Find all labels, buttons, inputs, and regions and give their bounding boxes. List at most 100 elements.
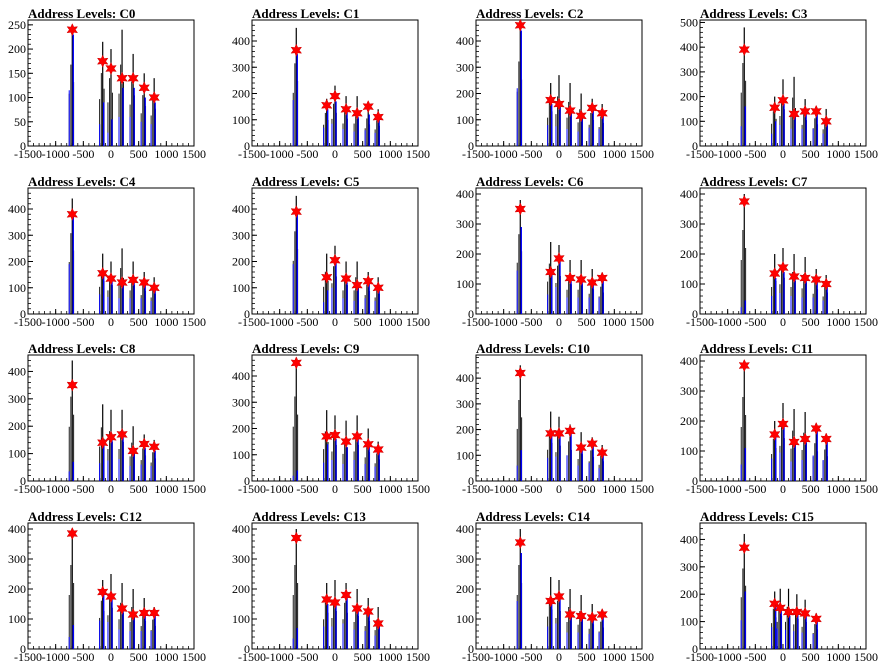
peak-marker [788,269,800,284]
peak-marker [290,356,303,370]
y-tick-label: 200 [680,247,698,261]
peak-marker [768,266,781,281]
chart-title: Address Levels: C9 [252,341,360,356]
peak-marker [544,426,557,441]
x-tick-label: -500 [72,482,94,496]
peak-marker [127,71,139,85]
x-tick-label: 0 [780,482,786,496]
peak-marker [340,102,352,116]
peak-marker [777,417,789,431]
y-tick-label: 400 [456,371,474,385]
x-tick-label: -1000 [42,650,70,664]
peak-marker [553,251,565,266]
x-tick-label: 500 [578,315,596,329]
peak-marker [116,275,128,290]
y-tick-label: 400 [8,202,26,216]
x-tick-label: 0 [108,650,114,664]
x-tick-label: -500 [744,482,766,496]
y-tick-label: 400 [8,364,26,378]
x-tick-label: 1000 [378,315,402,329]
y-tick-label: 0 [692,474,698,488]
x-tick-label: 0 [332,482,338,496]
x-tick-label: 1000 [602,315,626,329]
y-tick-label: 400 [232,369,250,383]
peak-marker [138,81,150,95]
peak-marker [372,281,384,295]
y-tick-label: 300 [680,65,698,79]
peak-marker [564,424,576,438]
chart-title: Address Levels: C14 [476,509,590,524]
x-tick-label: 500 [130,482,148,496]
x-tick-label: -1000 [42,482,70,496]
y-tick-label: 0 [692,139,698,153]
peak-marker [738,194,751,209]
x-tick-label: 1500 [630,147,654,161]
peak-marker [544,93,557,107]
chart-2: Address Levels: C2 0 100 200 300 400 -1500 -100… [456,6,654,161]
y-tick-label: 150 [8,66,26,80]
x-tick-label: -500 [72,650,94,664]
y-tick-label: 100 [232,448,250,462]
x-tick-label: 500 [354,315,372,329]
y-tick-label: 400 [232,202,250,216]
peak-marker [564,103,576,118]
x-tick-label: 1000 [154,650,178,664]
y-tick-label: 100 [232,612,250,626]
chart-title: Address Levels: C6 [476,174,584,189]
peak-marker [586,275,598,290]
y-tick-label: 0 [20,474,26,488]
peak-marker [96,585,109,599]
peak-marker [768,427,781,442]
x-tick-label: -1000 [490,650,518,664]
x-tick-label: 1000 [602,482,626,496]
y-tick-label: 400 [680,187,698,201]
x-tick-label: -1500 [462,650,490,664]
peak-marker [564,607,576,622]
x-tick-label: -1000 [266,147,294,161]
peak-marker [105,271,117,286]
x-tick-label: -1500 [238,650,266,664]
x-tick-label: 0 [556,482,562,496]
y-tick-label: 0 [244,474,250,488]
x-tick-label: -500 [520,650,542,664]
y-tick-label: 400 [232,522,250,536]
chart-title: Address Levels: C10 [476,341,590,356]
chart-12: Address Levels: C12 0 100 200 300 400 -1500 -10… [8,509,206,664]
x-tick-label: 1000 [378,147,402,161]
y-tick-label: 0 [20,642,26,656]
y-tick-label: 200 [232,255,250,269]
chart-title: Address Levels: C13 [252,509,366,524]
y-tick-label: 0 [20,139,26,153]
chart-8: Address Levels: C8 0 100 200 300 400 -1500 -100… [8,341,206,496]
x-tick-label: 0 [332,650,338,664]
x-tick-label: -1500 [14,315,42,329]
x-tick-label: 1000 [378,650,402,664]
y-tick-label: 100 [456,277,474,291]
x-tick-label: -1000 [490,315,518,329]
chart-title: Address Levels: C3 [700,6,808,21]
peak-marker [340,434,352,449]
peak-marker [148,440,160,454]
y-tick-label: 400 [680,40,698,54]
peak-marker [351,278,363,292]
peak-marker [362,99,374,114]
x-tick-label: 1500 [406,482,430,496]
x-tick-label: 1000 [602,147,626,161]
peak-marker [768,597,781,611]
x-tick-label: 0 [332,147,338,161]
chart-7: Address Levels: C7 0 100 200 300 400 -1500 -100… [680,174,878,329]
x-tick-label: -1500 [462,315,490,329]
peak-marker [514,535,527,550]
x-tick-label: 0 [780,315,786,329]
x-tick-label: -1000 [714,482,742,496]
y-tick-label: 300 [456,397,474,411]
y-tick-label: 0 [692,642,698,656]
x-tick-label: -500 [72,315,94,329]
y-tick-label: 0 [692,307,698,321]
peak-marker [96,54,109,68]
x-tick-label: 500 [130,315,148,329]
x-tick-label: -1000 [490,147,518,161]
y-tick-label: 0 [20,307,26,321]
peak-marker [810,104,822,119]
